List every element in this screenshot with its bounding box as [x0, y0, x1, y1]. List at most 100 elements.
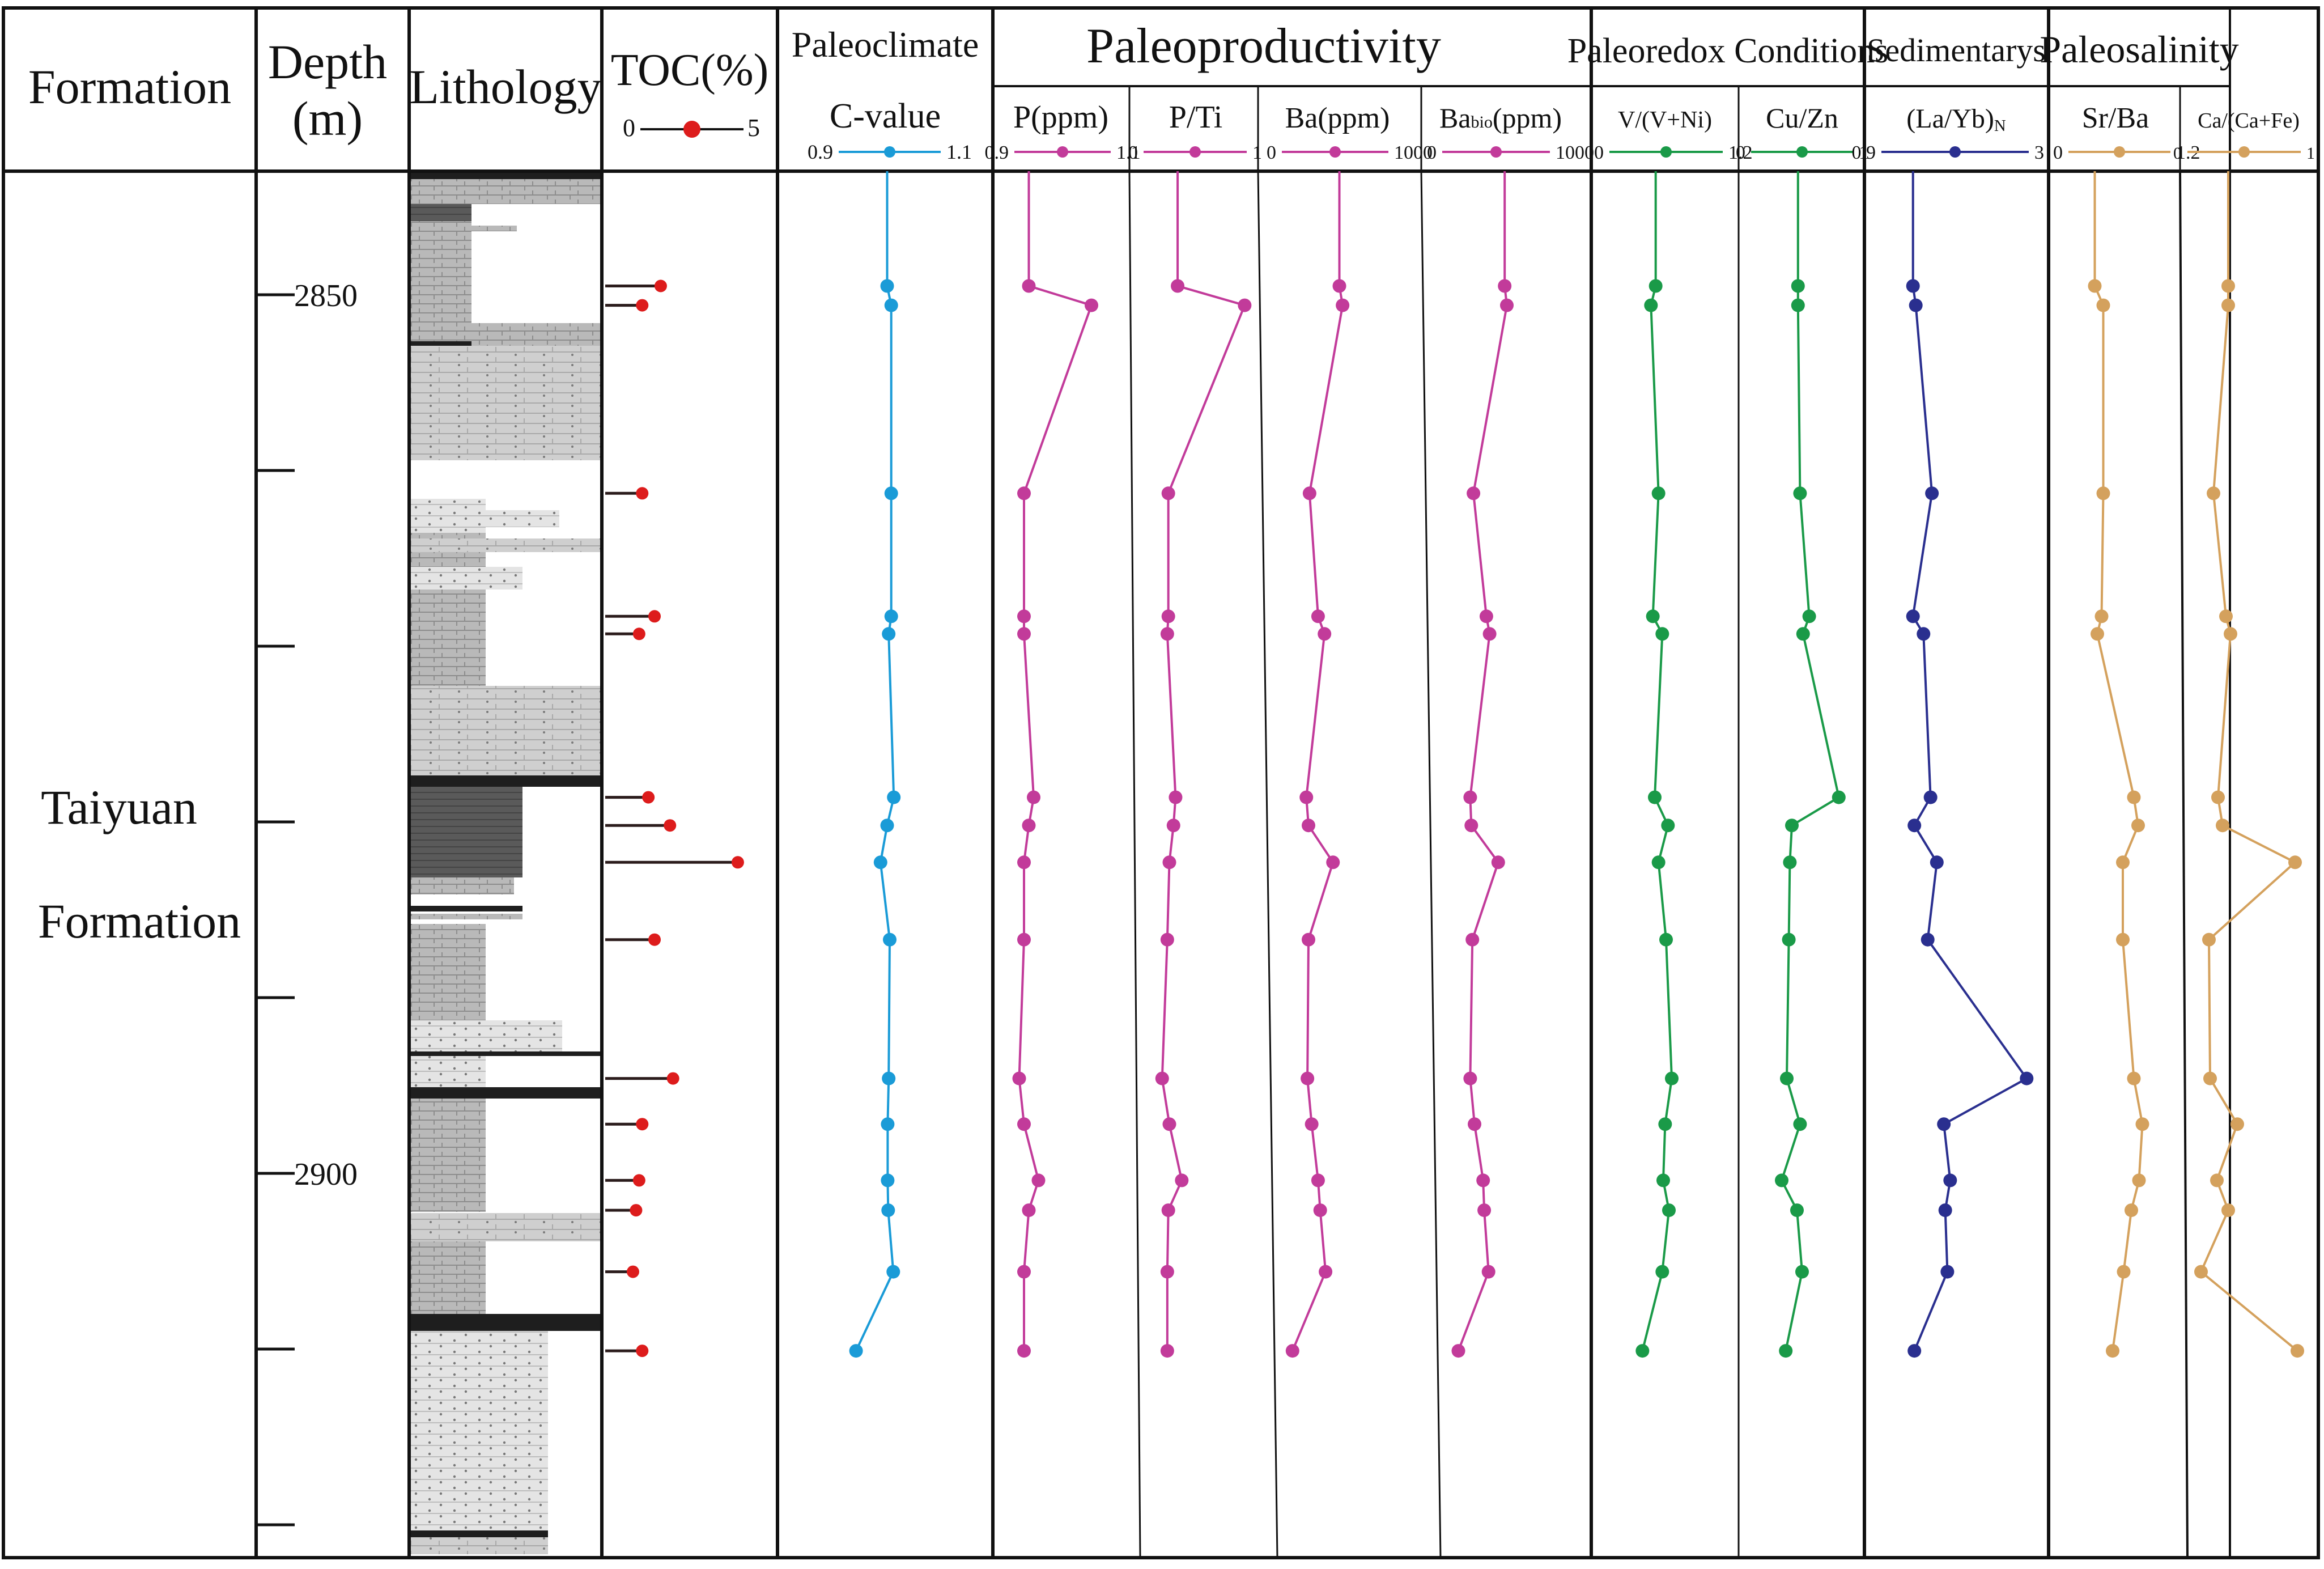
- series-title: Ba(ppm): [1285, 102, 1390, 134]
- series-point: [1175, 1173, 1189, 1188]
- series-point: [1498, 279, 1512, 293]
- series-point: [1909, 298, 1923, 312]
- series-point: [2096, 298, 2110, 312]
- toc-lollipops: [605, 279, 744, 1358]
- series-point: [2131, 819, 2145, 833]
- series-point: [2116, 932, 2130, 947]
- series-point: [1785, 819, 1799, 833]
- series-max-label: 1: [2306, 144, 2315, 163]
- series-point: [1491, 855, 1505, 870]
- series-point: [2230, 1117, 2244, 1131]
- series-point: [1907, 1344, 1922, 1358]
- series-point: [1319, 1265, 1333, 1279]
- lithology-column: [409, 172, 601, 1554]
- series-legend-marker: [884, 146, 895, 158]
- series-point: [2127, 790, 2141, 804]
- series-line: [1780, 171, 1841, 1351]
- series-point: [1651, 486, 1666, 501]
- series-title: Babio(ppm): [1439, 102, 1562, 134]
- lith-mudstone: [409, 221, 471, 323]
- series-point: [1476, 1173, 1490, 1188]
- lith-mudstone: [409, 877, 514, 894]
- series-point: [1162, 1117, 1176, 1131]
- series-point: [1022, 279, 1036, 293]
- series-point: [1332, 279, 1346, 293]
- series-max-label: 1.1: [1116, 142, 1141, 163]
- series-min-label: 0.9: [985, 142, 1009, 163]
- toc-legend-marker: [683, 121, 700, 138]
- series-point: [881, 1173, 895, 1188]
- series-point: [2091, 627, 2104, 641]
- series-min-label: 0: [2053, 142, 2063, 163]
- series-point: [1665, 1071, 1679, 1085]
- series-title: V/(V+Ni): [1618, 107, 1712, 133]
- series-point: [1500, 298, 1514, 312]
- series-point: [2094, 609, 2109, 624]
- series-point: [1802, 609, 1816, 624]
- toc-point: [636, 487, 649, 500]
- lith-sandstone: [409, 1537, 548, 1554]
- series-legend-marker: [2238, 146, 2250, 158]
- series-min-label: 0: [1736, 142, 1745, 163]
- series-point: [1661, 819, 1675, 833]
- series-max-label: 1: [1252, 142, 1262, 163]
- series-point: [2224, 627, 2237, 641]
- series-point: [884, 609, 898, 624]
- series-point: [1017, 1117, 1031, 1131]
- series-min-label: 0: [2173, 144, 2182, 163]
- series-point: [1160, 1265, 1174, 1279]
- lith-mudstone: [409, 914, 522, 919]
- series-line: [1457, 171, 1509, 1351]
- lith-mudstone: [471, 226, 517, 231]
- series-point: [1238, 298, 1252, 312]
- table-frame: [2, 6, 2320, 1559]
- toc-point: [636, 1118, 649, 1131]
- toc-point: [632, 627, 645, 641]
- series-point: [1463, 1071, 1477, 1085]
- series-point: [1302, 819, 1315, 833]
- toc-point: [648, 933, 661, 946]
- group-paleosalinity: Paleosalinity: [2040, 28, 2238, 71]
- toc-point: [666, 1072, 679, 1085]
- series-point: [1017, 627, 1031, 641]
- depth-tick-label: 2850: [294, 278, 358, 313]
- toc-max-label: 5: [747, 114, 760, 142]
- series-point: [1311, 1173, 1325, 1188]
- series-point: [1031, 1173, 1046, 1188]
- series-point: [880, 279, 894, 293]
- series-min-label: 0.9: [1852, 142, 1876, 163]
- series-point: [1930, 855, 1944, 870]
- series-min-label: 0: [1427, 142, 1437, 163]
- series-point: [1793, 1117, 1807, 1131]
- series-plots: [849, 171, 2304, 1358]
- series-point: [1302, 932, 1315, 947]
- series-point: [1012, 1071, 1026, 1085]
- series-point: [1906, 609, 1920, 624]
- series-max-label: 1000: [1394, 142, 1433, 163]
- lith-limestone: [409, 686, 601, 777]
- lith-sandstone: [409, 1056, 486, 1090]
- series-max-label: 1.2: [1728, 142, 1753, 163]
- series-point: [2127, 1071, 2141, 1085]
- series-point: [1656, 1173, 1670, 1188]
- toc-header: TOC(%): [611, 45, 768, 95]
- lithology-header: Lithology: [409, 60, 601, 114]
- toc-point: [654, 279, 667, 292]
- series-point: [1299, 790, 1314, 804]
- series-point: [1906, 279, 1920, 293]
- series-point: [1162, 855, 1176, 870]
- series-point: [2211, 790, 2225, 804]
- series-legend-marker: [1490, 146, 1502, 158]
- series-point: [2221, 279, 2235, 293]
- lith-coal-bed: [409, 1530, 548, 1537]
- series-line: [2199, 171, 2298, 1352]
- series-line: [855, 171, 895, 1351]
- toc-point: [731, 856, 744, 869]
- series-legend-marker: [1660, 146, 1672, 158]
- series-point: [1791, 279, 1805, 293]
- depth-header: Depth: [268, 35, 387, 89]
- series-point: [1482, 627, 1497, 641]
- lith-coal-bed: [409, 172, 601, 179]
